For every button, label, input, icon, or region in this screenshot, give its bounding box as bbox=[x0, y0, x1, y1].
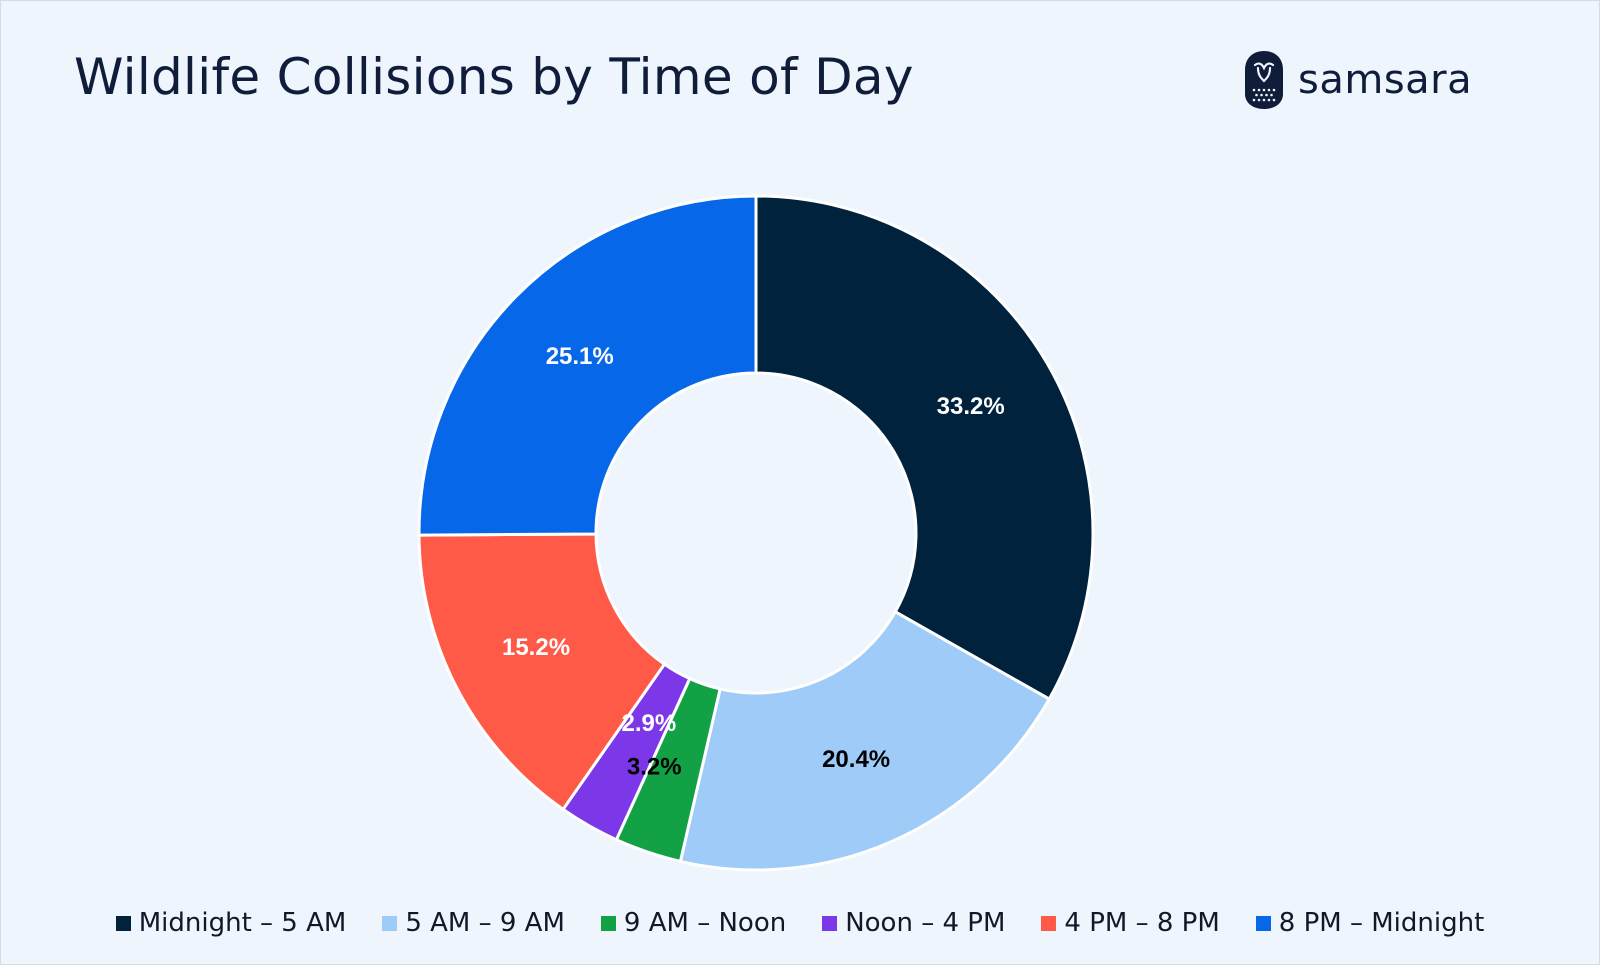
donut-slice bbox=[754, 194, 1095, 702]
slice-value-label: 33.2% bbox=[937, 393, 1005, 420]
legend-label: Noon – 4 PM bbox=[845, 908, 1006, 938]
owl-logo-icon bbox=[1245, 51, 1283, 109]
legend-label: Midnight – 5 AM bbox=[138, 908, 347, 938]
legend-item: Midnight – 5 AM bbox=[115, 908, 347, 938]
chart-title: Wildlife Collisions by Time of Day bbox=[74, 48, 914, 106]
legend-item: 8 PM – Midnight bbox=[1255, 908, 1485, 938]
legend-label: 9 AM – Noon bbox=[623, 908, 787, 938]
legend-item: 5 AM – 9 AM bbox=[382, 908, 565, 938]
slice-value-label: 2.9% bbox=[622, 710, 677, 737]
legend-swatch bbox=[822, 915, 838, 931]
legend-item: 4 PM – 8 PM bbox=[1041, 908, 1220, 938]
slice-value-label: 25.1% bbox=[546, 343, 614, 370]
legend-label: 5 AM – 9 AM bbox=[405, 908, 565, 938]
legend-swatch bbox=[1255, 915, 1271, 931]
slice-value-label: 3.2% bbox=[627, 754, 682, 781]
legend-label: 4 PM – 8 PM bbox=[1064, 908, 1220, 938]
legend-label: 8 PM – Midnight bbox=[1278, 908, 1485, 938]
donut-slice bbox=[417, 194, 758, 537]
legend-swatch bbox=[115, 915, 131, 931]
slice-value-label: 20.4% bbox=[822, 746, 890, 773]
legend-item: Noon – 4 PM bbox=[822, 908, 1005, 938]
donut-slice bbox=[678, 609, 1052, 872]
legend-swatch bbox=[600, 915, 616, 931]
donut-slice bbox=[417, 532, 667, 812]
brand-name: samsara bbox=[1298, 57, 1473, 103]
slice-value-label: 15.2% bbox=[502, 634, 570, 661]
legend-item: 9 AM – Noon bbox=[600, 908, 787, 938]
chart-legend: Midnight – 5 AM 5 AM – 9 AM 9 AM – Noon Noo… bbox=[0, 908, 1600, 938]
brand-logo: samsara bbox=[1244, 50, 1472, 110]
legend-swatch bbox=[382, 915, 398, 931]
legend-swatch bbox=[1041, 915, 1057, 931]
